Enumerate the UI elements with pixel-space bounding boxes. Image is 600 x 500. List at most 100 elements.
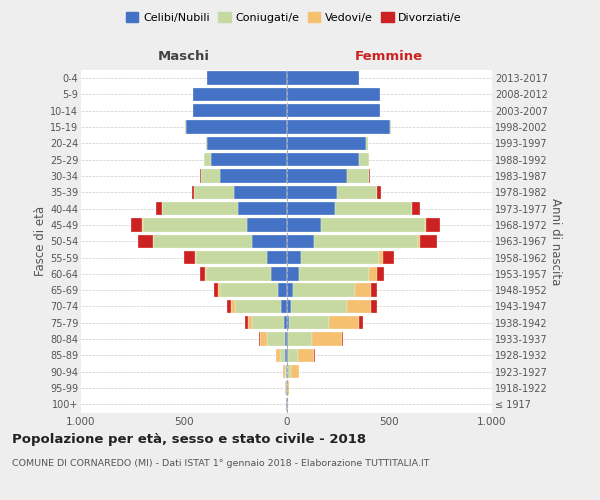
Bar [342,332,343,346]
Bar [383,251,394,264]
Bar [280,348,286,362]
Bar [285,365,286,378]
Bar [284,316,287,330]
Bar [201,170,220,182]
Bar [234,186,287,199]
Bar [208,136,287,150]
Bar [260,332,268,346]
Bar [286,348,287,362]
Bar [298,348,314,362]
Bar [287,251,301,264]
Bar [232,300,235,313]
Bar [359,153,369,166]
Bar [287,120,390,134]
Bar [287,186,337,199]
Bar [200,170,201,182]
Legend: Celibi/Nubili, Coniugati/e, Vedovi/e, Divorziati/e: Celibi/Nubili, Coniugati/e, Vedovi/e, Di… [122,8,466,28]
Text: COMUNE DI CORNAREDO (MI) - Dati ISTAT 1° gennaio 2018 - Elaborazione TUTTITALIA.: COMUNE DI CORNAREDO (MI) - Dati ISTAT 1°… [12,459,430,468]
Bar [335,202,412,215]
Bar [193,104,287,118]
Y-axis label: Fasce di età: Fasce di età [34,206,47,276]
Bar [419,234,437,248]
Bar [138,234,152,248]
Text: Femmine: Femmine [355,50,424,64]
Bar [205,153,211,166]
Bar [287,104,380,118]
Bar [329,316,359,330]
Bar [220,170,287,182]
Bar [214,284,218,297]
Bar [426,218,440,232]
Bar [371,284,377,297]
Bar [337,186,377,199]
Bar [347,300,371,313]
Bar [200,267,205,280]
Bar [227,300,232,313]
Bar [191,186,194,199]
Bar [301,251,379,264]
Bar [418,234,419,248]
Bar [288,332,312,346]
Bar [238,202,287,215]
Bar [377,267,385,280]
Bar [289,316,329,330]
Bar [247,218,287,232]
Bar [259,332,260,346]
Bar [194,186,234,199]
Bar [299,267,369,280]
Bar [412,202,420,215]
Bar [276,348,280,362]
Bar [208,72,287,85]
Bar [312,332,342,346]
Bar [153,234,251,248]
Bar [285,332,287,346]
Bar [287,348,288,362]
Bar [293,284,355,297]
Bar [287,300,290,313]
Bar [288,348,298,362]
Bar [287,88,380,101]
Bar [291,365,299,378]
Bar [245,316,248,330]
Bar [267,251,287,264]
Text: Popolazione per età, sesso e stato civile - 2018: Popolazione per età, sesso e stato civil… [12,432,366,446]
Bar [196,251,267,264]
Bar [218,284,220,297]
Bar [186,120,287,134]
Bar [359,316,363,330]
Bar [156,202,162,215]
Bar [206,267,271,280]
Bar [369,170,370,182]
Bar [162,202,238,215]
Bar [290,300,347,313]
Bar [271,267,287,280]
Bar [248,316,252,330]
Bar [322,218,425,232]
Bar [287,202,335,215]
Bar [287,153,359,166]
Bar [371,300,377,313]
Bar [143,218,247,232]
Bar [287,170,347,182]
Bar [283,365,285,378]
Bar [184,251,196,264]
Bar [278,284,287,297]
Bar [131,218,142,232]
Bar [287,365,291,378]
Bar [211,153,287,166]
Bar [314,234,418,248]
Bar [365,136,368,150]
Bar [347,170,369,182]
Bar [206,136,208,150]
Bar [369,267,377,280]
Bar [235,300,281,313]
Bar [287,136,365,150]
Bar [268,332,285,346]
Bar [287,316,289,330]
Bar [205,267,206,280]
Bar [379,251,383,264]
Bar [287,267,299,280]
Bar [287,332,288,346]
Text: Maschi: Maschi [158,50,210,64]
Bar [252,316,284,330]
